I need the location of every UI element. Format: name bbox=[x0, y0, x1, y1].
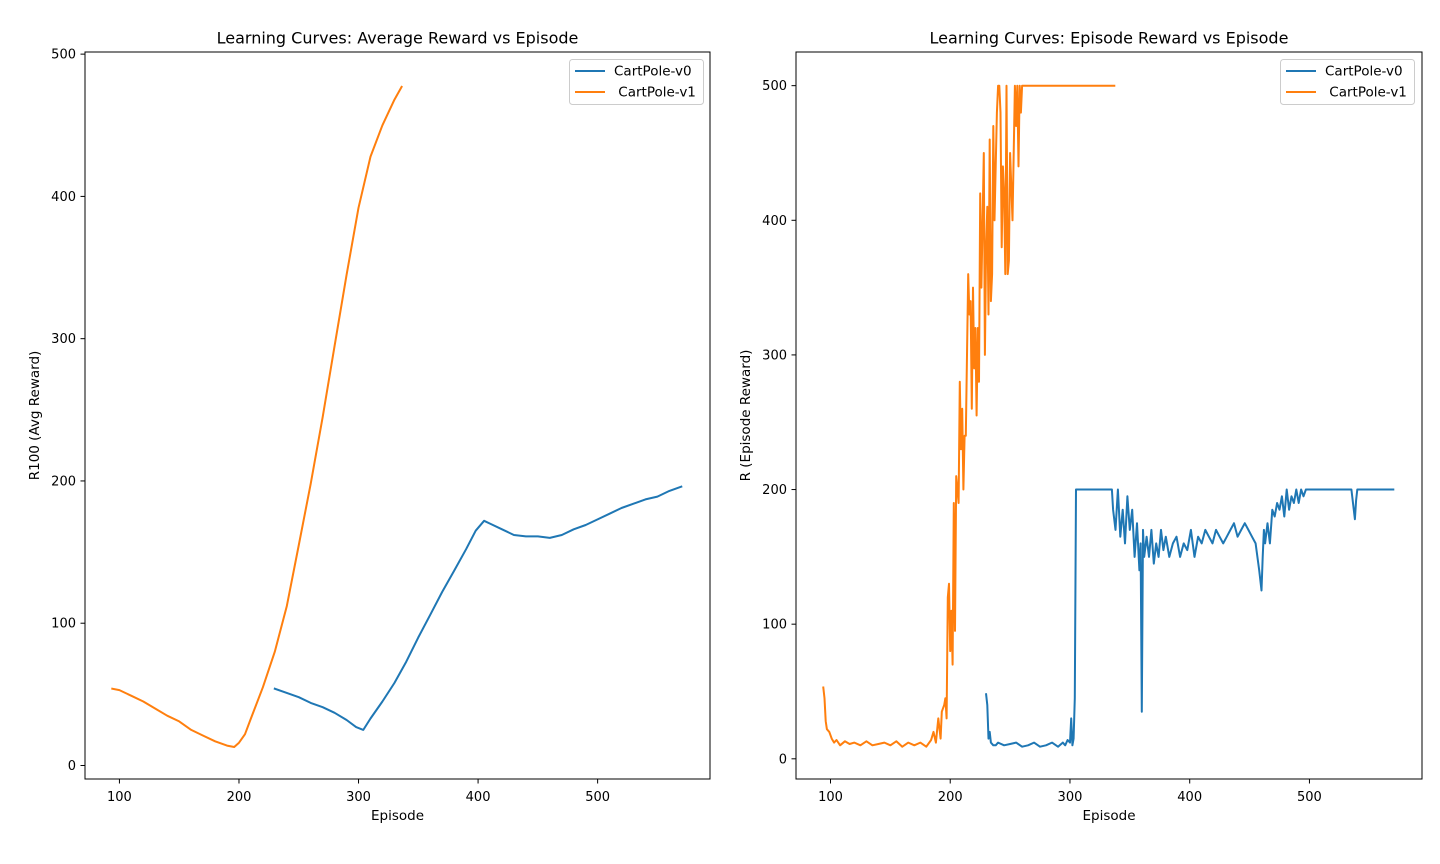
left-y-tick-label: 400 bbox=[51, 190, 76, 205]
right-plot-area bbox=[822, 84, 1395, 748]
right-y-tick-label: 0 bbox=[779, 752, 787, 767]
left-chart-title: Learning Curves: Average Reward vs Episo… bbox=[217, 29, 579, 48]
right-y-tick-label: 200 bbox=[762, 483, 787, 498]
right-x-tick-label: 300 bbox=[1058, 790, 1083, 805]
left-y-axis: 0 100 200 300 400 500 bbox=[51, 48, 85, 774]
left-y-tick-label: 100 bbox=[51, 617, 76, 632]
right-series-cartpole-v1-line bbox=[822, 84, 1116, 748]
right-plot-frame bbox=[795, 51, 1423, 780]
right-x-tick-label: 200 bbox=[938, 790, 963, 805]
right-y-tick-label: 500 bbox=[762, 79, 787, 94]
left-series-cartpole-v1-line bbox=[111, 85, 403, 748]
left-legend-v0-label: CartPole-v0 bbox=[614, 64, 692, 80]
left-plot-area bbox=[111, 85, 683, 748]
left-y-tick-label: 0 bbox=[68, 759, 76, 774]
left-series-cartpole-v0-line bbox=[273, 485, 683, 731]
left-legend-v1-label: CartPole-v1 bbox=[614, 85, 696, 101]
left-y-tick-label: 500 bbox=[51, 48, 76, 63]
right-y-axis: 0 100 200 300 400 500 bbox=[762, 79, 796, 767]
right-x-tick-label: 100 bbox=[818, 790, 843, 805]
left-y-tick-label: 300 bbox=[51, 332, 76, 347]
right-legend-v0-label: CartPole-v0 bbox=[1325, 64, 1403, 80]
right-y-axis-label: R (Episode Reward) bbox=[738, 350, 754, 482]
right-y-tick-label: 100 bbox=[762, 618, 787, 633]
right-y-tick-label: 400 bbox=[762, 214, 787, 229]
right-legend: CartPole-v0 CartPole-v1 bbox=[1280, 59, 1415, 105]
right-chart-title: Learning Curves: Episode Reward vs Episo… bbox=[930, 29, 1289, 48]
right-x-tick-label: 400 bbox=[1177, 790, 1202, 805]
right-y-tick-label: 300 bbox=[762, 348, 787, 363]
left-x-tick-label: 300 bbox=[346, 790, 371, 805]
right-series-cartpole-v0-line bbox=[984, 488, 1395, 748]
left-x-tick-label: 100 bbox=[107, 790, 132, 805]
right-x-axis-label: Episode bbox=[1082, 808, 1135, 824]
left-x-tick-label: 400 bbox=[466, 790, 491, 805]
left-x-axis-label: Episode bbox=[371, 808, 424, 824]
right-x-axis: 100 200 300 400 500 bbox=[818, 779, 1322, 805]
left-y-axis-label: R100 (Avg Reward) bbox=[27, 351, 43, 481]
right-legend-v1-label: CartPole-v1 bbox=[1325, 85, 1407, 101]
left-chart: Learning Curves: Average Reward vs Episo… bbox=[27, 29, 711, 824]
left-y-tick-label: 200 bbox=[51, 474, 76, 489]
left-x-axis: 100 200 300 400 500 bbox=[107, 779, 610, 805]
right-x-tick-label: 500 bbox=[1297, 790, 1322, 805]
left-x-tick-label: 500 bbox=[585, 790, 610, 805]
right-chart: Learning Curves: Episode Reward vs Episo… bbox=[738, 29, 1423, 824]
left-legend: CartPole-v0 CartPole-v1 bbox=[569, 59, 704, 105]
left-x-tick-label: 200 bbox=[227, 790, 252, 805]
left-plot-frame bbox=[84, 51, 711, 780]
